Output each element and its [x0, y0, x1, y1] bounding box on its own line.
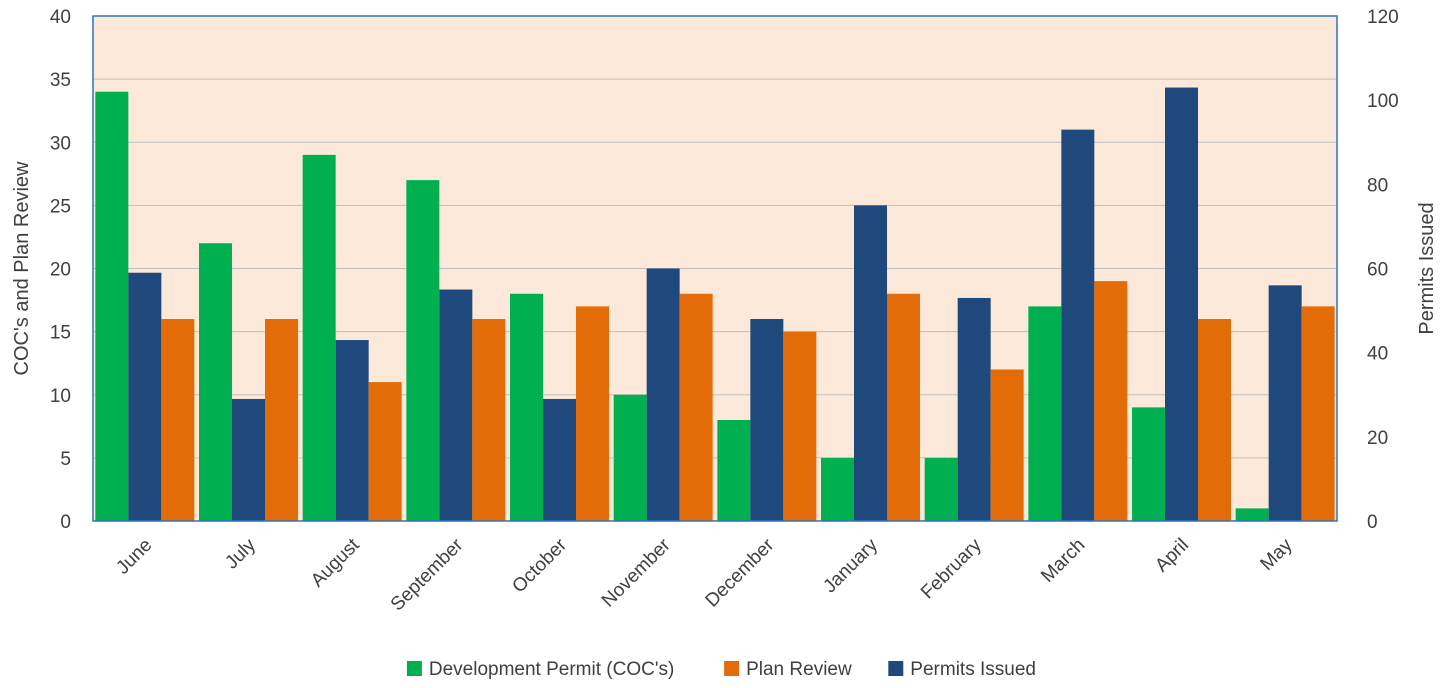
bar-permits-issued-may — [1269, 285, 1302, 521]
legend-swatch — [724, 661, 739, 676]
bar-plan-review-december — [783, 332, 816, 521]
x-tick-label: June — [112, 535, 156, 579]
bar-plan-review-april — [1198, 319, 1231, 521]
bar-development-permit-coc-s-march — [1028, 306, 1061, 521]
bar-permits-issued-june — [128, 273, 161, 521]
x-tick-label: November — [598, 534, 675, 611]
legend-swatch — [888, 661, 903, 676]
bar-development-permit-coc-s-december — [717, 420, 750, 521]
legend: Development Permit (COC's) Plan Review Per… — [407, 659, 1036, 680]
bar-plan-review-august — [369, 382, 402, 521]
left-tick-label: 35 — [50, 70, 71, 91]
bar-development-permit-coc-s-august — [303, 155, 336, 521]
bar-permits-issued-february — [958, 298, 991, 521]
bar-development-permit-coc-s-november — [614, 395, 647, 521]
x-tick-label: September — [387, 534, 468, 615]
left-tick-label: 0 — [60, 512, 71, 533]
x-tick-label: January — [819, 534, 882, 597]
bar-plan-review-march — [1094, 281, 1127, 521]
x-tick-label: December — [702, 534, 779, 611]
x-tick-label: March — [1037, 535, 1089, 587]
legend-label: Development Permit (COC's) — [429, 659, 674, 680]
bar-permits-issued-october — [543, 399, 576, 521]
x-tick-label: April — [1151, 535, 1193, 577]
bar-plan-review-november — [680, 294, 713, 521]
right-tick-label: 120 — [1367, 7, 1399, 28]
right-tick-label: 20 — [1367, 428, 1388, 449]
bar-permits-issued-april — [1165, 88, 1198, 521]
right-tick-label: 40 — [1367, 344, 1388, 365]
bar-development-permit-coc-s-january — [821, 458, 854, 521]
bar-plan-review-may — [1302, 306, 1335, 521]
left-axis-ticks: 0 5 10 15 20 25 30 35 40 — [50, 7, 71, 533]
bar-development-permit-coc-s-july — [199, 243, 232, 521]
x-tick-label: July — [221, 534, 260, 573]
x-axis-ticks: June July August September October November De… — [112, 534, 1297, 615]
bar-permits-issued-december — [750, 319, 783, 521]
bar-permits-issued-august — [336, 340, 369, 521]
left-axis-title: COC's and Plan Review — [11, 161, 33, 375]
legend-label: Permits Issued — [910, 659, 1036, 680]
bar-plan-review-february — [991, 370, 1024, 522]
left-tick-label: 20 — [50, 260, 71, 281]
bar-plan-review-october — [576, 306, 609, 521]
bar-development-permit-coc-s-february — [925, 458, 958, 521]
bar-permits-issued-september — [439, 290, 472, 521]
bar-permits-issued-january — [854, 205, 887, 521]
bar-plan-review-july — [265, 319, 298, 521]
left-tick-label: 30 — [50, 133, 71, 154]
x-tick-label: February — [917, 534, 986, 603]
bar-development-permit-coc-s-april — [1132, 407, 1165, 521]
x-tick-label: August — [307, 534, 364, 591]
right-axis-ticks: 0 20 40 60 80 100 120 — [1367, 7, 1399, 533]
bar-development-permit-coc-s-october — [510, 294, 543, 521]
bar-plan-review-june — [161, 319, 194, 521]
left-tick-label: 40 — [50, 7, 71, 28]
x-tick-label: October — [508, 534, 571, 597]
left-tick-label: 5 — [60, 449, 71, 470]
bar-development-permit-coc-s-september — [406, 180, 439, 521]
legend-swatch — [407, 661, 422, 676]
right-tick-label: 80 — [1367, 175, 1388, 196]
right-axis-title: Permits Issued — [1416, 202, 1438, 334]
bar-permits-issued-july — [232, 399, 265, 521]
x-tick-label: May — [1256, 534, 1297, 575]
left-tick-label: 15 — [50, 323, 71, 344]
left-tick-label: 25 — [50, 196, 71, 217]
right-tick-label: 0 — [1367, 512, 1378, 533]
bar-permits-issued-november — [647, 269, 680, 522]
right-tick-label: 60 — [1367, 260, 1388, 281]
legend-label: Plan Review — [746, 659, 852, 680]
bar-plan-review-september — [472, 319, 505, 521]
bar-development-permit-coc-s-june — [95, 92, 128, 521]
bar-plan-review-january — [887, 294, 920, 521]
bar-permits-issued-march — [1061, 130, 1094, 521]
right-tick-label: 100 — [1367, 91, 1399, 112]
bar-development-permit-coc-s-may — [1236, 508, 1269, 521]
left-tick-label: 10 — [50, 386, 71, 407]
